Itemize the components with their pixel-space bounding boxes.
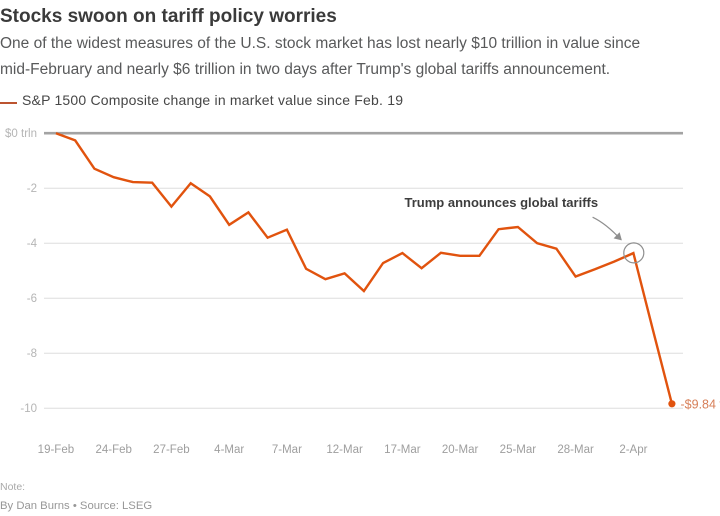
svg-text:Trump announces global tariffs: Trump announces global tariffs [405,195,599,210]
svg-text:-6: -6 [27,293,37,305]
svg-text:-4: -4 [27,238,38,250]
svg-text:7-Mar: 7-Mar [272,444,302,456]
svg-text:27-Feb: 27-Feb [153,444,189,456]
svg-text:-2: -2 [27,183,37,195]
svg-text:2-Apr: 2-Apr [619,444,647,456]
svg-text:-$9.84 trln: -$9.84 trln [681,397,720,411]
svg-text:19-Feb: 19-Feb [38,444,74,456]
svg-text:28-Mar: 28-Mar [557,444,594,456]
svg-text:25-Mar: 25-Mar [500,444,537,456]
svg-text:-10: -10 [20,403,37,415]
svg-text:12-Mar: 12-Mar [326,444,363,456]
svg-text:4-Mar: 4-Mar [214,444,244,456]
svg-text:17-Mar: 17-Mar [384,444,421,456]
svg-text:-8: -8 [27,348,37,360]
svg-text:24-Feb: 24-Feb [95,444,131,456]
svg-text:$0 trln: $0 trln [5,128,37,140]
svg-text:20-Mar: 20-Mar [442,444,479,456]
